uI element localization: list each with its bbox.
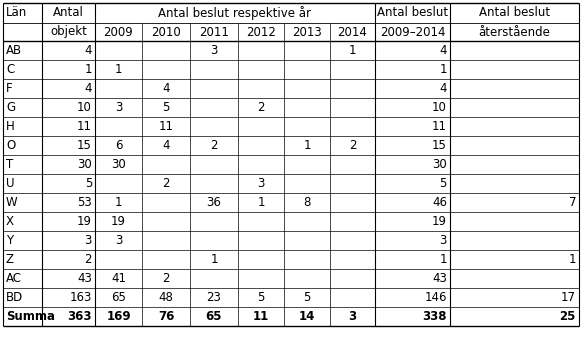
Text: 36: 36 bbox=[207, 196, 221, 209]
Text: 30: 30 bbox=[77, 158, 92, 171]
Text: 65: 65 bbox=[206, 310, 222, 323]
Text: 19: 19 bbox=[111, 215, 126, 228]
Text: 65: 65 bbox=[111, 291, 126, 304]
Text: 1: 1 bbox=[569, 253, 576, 266]
Text: G: G bbox=[6, 101, 15, 114]
Text: F: F bbox=[6, 82, 13, 95]
Text: 19: 19 bbox=[77, 215, 92, 228]
Text: Summa: Summa bbox=[6, 310, 55, 323]
Text: objekt: objekt bbox=[50, 25, 87, 38]
Text: AB: AB bbox=[6, 44, 22, 57]
Text: 2009–2014: 2009–2014 bbox=[379, 25, 445, 38]
Text: 3: 3 bbox=[257, 177, 265, 190]
Text: 2: 2 bbox=[162, 177, 170, 190]
Text: 48: 48 bbox=[158, 291, 173, 304]
Text: 163: 163 bbox=[70, 291, 92, 304]
Text: 14: 14 bbox=[299, 310, 315, 323]
Text: 1: 1 bbox=[84, 63, 92, 76]
Text: 2013: 2013 bbox=[292, 25, 322, 38]
Text: 23: 23 bbox=[207, 291, 221, 304]
Text: 4: 4 bbox=[162, 139, 170, 152]
Text: 5: 5 bbox=[84, 177, 92, 190]
Text: 169: 169 bbox=[106, 310, 131, 323]
Text: Antal beslut respektive år: Antal beslut respektive år bbox=[158, 6, 311, 20]
Text: 363: 363 bbox=[68, 310, 92, 323]
Text: 1: 1 bbox=[439, 63, 447, 76]
Text: 1: 1 bbox=[210, 253, 218, 266]
Text: 2010: 2010 bbox=[151, 25, 181, 38]
Text: 11: 11 bbox=[253, 310, 269, 323]
Text: 1: 1 bbox=[257, 196, 265, 209]
Text: 43: 43 bbox=[432, 272, 447, 285]
Text: 11: 11 bbox=[432, 120, 447, 133]
Text: 15: 15 bbox=[77, 139, 92, 152]
Text: 5: 5 bbox=[257, 291, 265, 304]
Text: 25: 25 bbox=[560, 310, 576, 323]
Text: 17: 17 bbox=[561, 291, 576, 304]
Text: Antal beslut: Antal beslut bbox=[377, 6, 448, 19]
Text: 11: 11 bbox=[158, 120, 173, 133]
Text: 6: 6 bbox=[115, 139, 122, 152]
Text: AC: AC bbox=[6, 272, 22, 285]
Text: 41: 41 bbox=[111, 272, 126, 285]
Text: H: H bbox=[6, 120, 15, 133]
Text: 2011: 2011 bbox=[199, 25, 229, 38]
Text: 10: 10 bbox=[432, 101, 447, 114]
Text: Antal: Antal bbox=[53, 6, 84, 19]
Text: BD: BD bbox=[6, 291, 23, 304]
Text: 1: 1 bbox=[115, 196, 122, 209]
Text: 3: 3 bbox=[115, 234, 122, 247]
Text: 1: 1 bbox=[115, 63, 122, 76]
Text: 2: 2 bbox=[210, 139, 218, 152]
Text: 43: 43 bbox=[77, 272, 92, 285]
Text: 2012: 2012 bbox=[246, 25, 276, 38]
Text: 338: 338 bbox=[423, 310, 447, 323]
Text: U: U bbox=[6, 177, 15, 190]
Text: Antal beslut: Antal beslut bbox=[479, 6, 550, 19]
Text: 3: 3 bbox=[210, 44, 218, 57]
Text: 5: 5 bbox=[162, 101, 170, 114]
Text: 5: 5 bbox=[439, 177, 447, 190]
Text: 2: 2 bbox=[162, 272, 170, 285]
Text: 5: 5 bbox=[303, 291, 311, 304]
Text: 4: 4 bbox=[162, 82, 170, 95]
Text: 11: 11 bbox=[77, 120, 92, 133]
Text: 2: 2 bbox=[349, 139, 356, 152]
Text: återstående: återstående bbox=[478, 25, 551, 38]
Text: 15: 15 bbox=[432, 139, 447, 152]
Text: T: T bbox=[6, 158, 13, 171]
Text: 3: 3 bbox=[439, 234, 447, 247]
Text: 3: 3 bbox=[115, 101, 122, 114]
Text: 46: 46 bbox=[432, 196, 447, 209]
Text: 19: 19 bbox=[432, 215, 447, 228]
Text: W: W bbox=[6, 196, 17, 209]
Text: 1: 1 bbox=[349, 44, 356, 57]
Text: 53: 53 bbox=[77, 196, 92, 209]
Text: 4: 4 bbox=[439, 44, 447, 57]
Text: 146: 146 bbox=[424, 291, 447, 304]
Text: 1: 1 bbox=[303, 139, 311, 152]
Text: 2014: 2014 bbox=[338, 25, 367, 38]
Text: 76: 76 bbox=[158, 310, 174, 323]
Text: 4: 4 bbox=[84, 44, 92, 57]
Text: 4: 4 bbox=[84, 82, 92, 95]
Text: 2: 2 bbox=[84, 253, 92, 266]
Text: 10: 10 bbox=[77, 101, 92, 114]
Text: 8: 8 bbox=[303, 196, 311, 209]
Text: C: C bbox=[6, 63, 14, 76]
Text: 1: 1 bbox=[439, 253, 447, 266]
Text: X: X bbox=[6, 215, 14, 228]
Text: 2: 2 bbox=[257, 101, 265, 114]
Text: 4: 4 bbox=[439, 82, 447, 95]
Text: 3: 3 bbox=[349, 310, 357, 323]
Text: 3: 3 bbox=[84, 234, 92, 247]
Text: Y: Y bbox=[6, 234, 13, 247]
Text: Län: Län bbox=[6, 6, 27, 19]
Text: O: O bbox=[6, 139, 15, 152]
Text: 30: 30 bbox=[111, 158, 126, 171]
Text: 2009: 2009 bbox=[104, 25, 133, 38]
Text: 7: 7 bbox=[569, 196, 576, 209]
Text: 30: 30 bbox=[432, 158, 447, 171]
Text: Z: Z bbox=[6, 253, 14, 266]
